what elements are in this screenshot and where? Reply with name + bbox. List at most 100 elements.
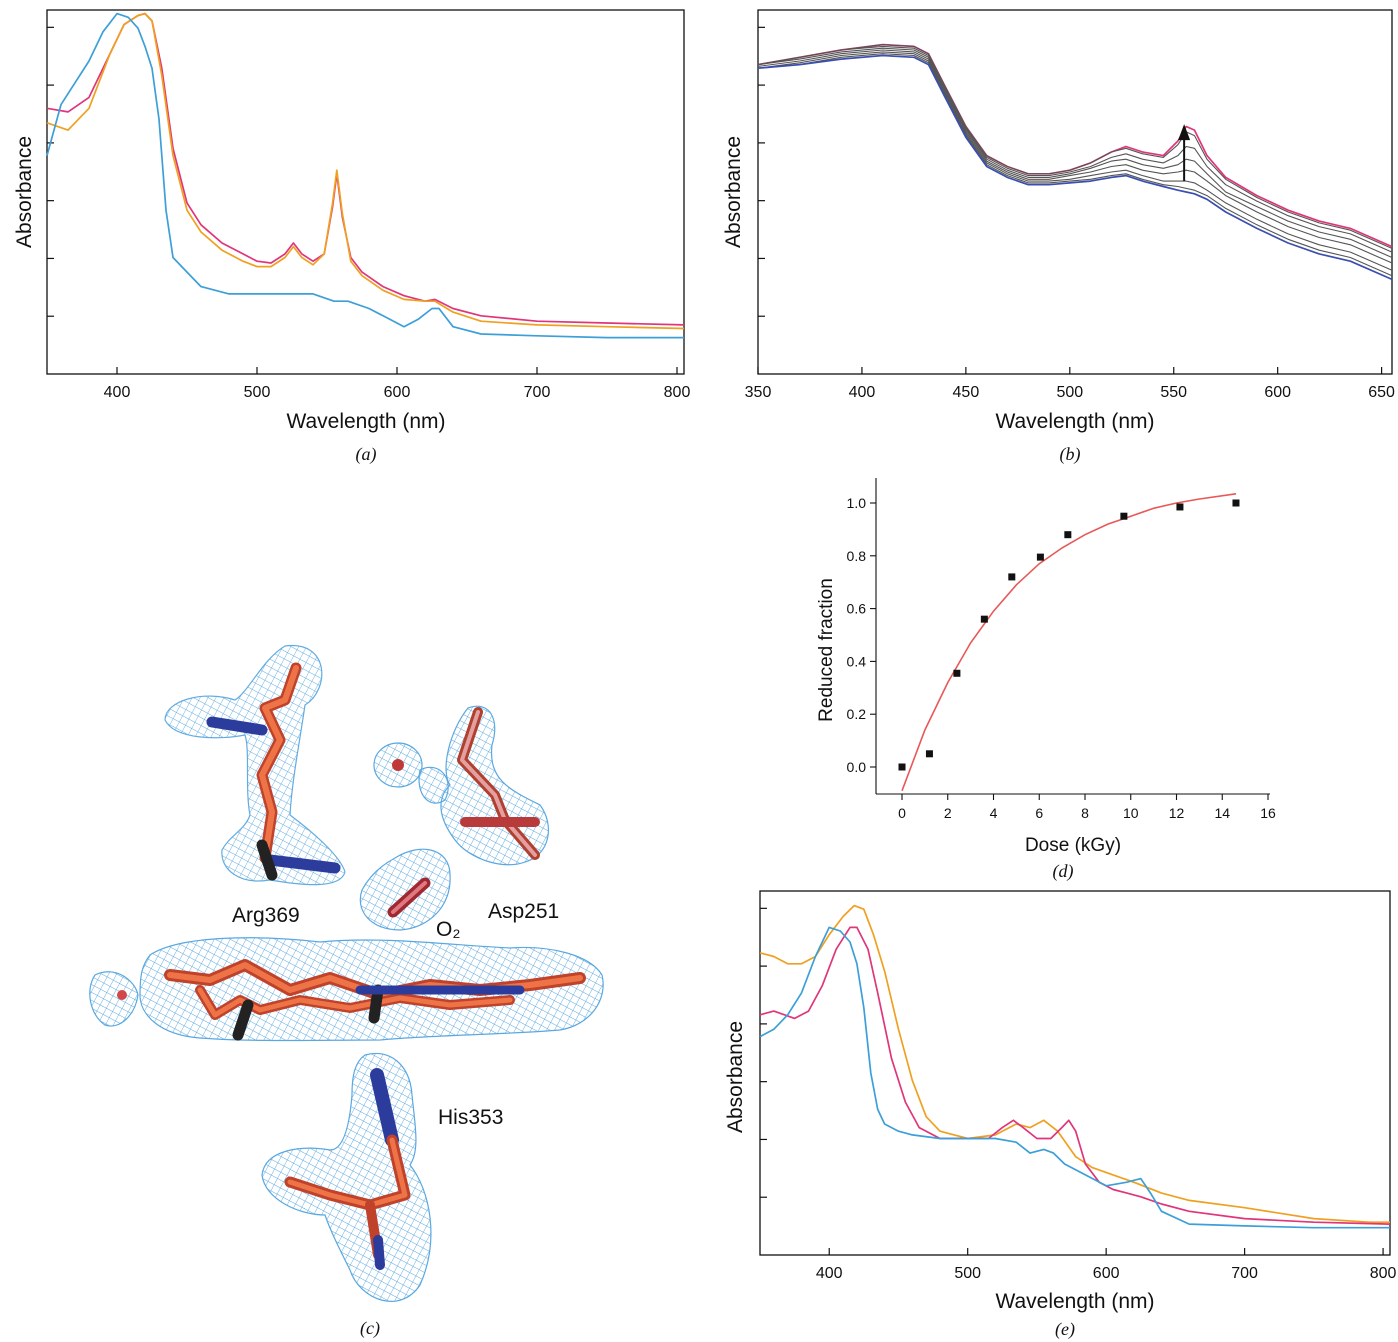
panel-a-y-ticks [47,26,54,317]
x-tick-label: 8 [1081,805,1089,821]
series-line-dark_blue-7 [757,54,1393,281]
fit-line [901,493,1237,792]
panel-b-y-ticks [758,26,765,317]
panel-c-caption: (c) [360,1318,380,1339]
panel-e-chart: 400 500 600 700 800 Wavelength (nm) Absorban… [724,890,1397,1340]
series-line-gray-4 [757,49,1393,264]
series-line-gray-6 [757,53,1393,277]
y-tick-label: 0.6 [847,601,867,617]
x-tick-label: 400 [816,1265,843,1282]
series-line-blue-2 [759,926,1390,1229]
series-line-gray-3 [757,47,1393,259]
panel-b-x-axis-label: Wavelength (nm) [995,410,1154,433]
panel-d-points [898,499,1240,771]
series-line-orange-0 [759,904,1390,1224]
x-tick-label: 600 [384,384,411,401]
x-tick-label: 6 [1035,805,1043,821]
panel-e-y-ticks [760,907,767,1198]
panel-c-structure: Arg369 O₂ Asp251 His353 (c) [89,645,604,1339]
asp251-sticks [457,707,540,860]
x-tick-label: 350 [745,384,772,401]
panel-d-chart: 0.0 0.2 0.4 0.6 0.8 1.0 0 2 4 6 8 10 12 14 16 Dose (k… [816,478,1276,882]
his353-label: His353 [438,1106,503,1129]
heme-sticks [117,959,586,1041]
x-tick-label: 500 [1056,384,1083,401]
x-tick-label: 500 [954,1265,981,1282]
series-line-blue-2 [46,12,684,339]
x-tick-label: 800 [664,384,691,401]
series-line-pink-0 [757,43,1393,248]
panel-d-y-ticks: 0.0 0.2 0.4 0.6 0.8 1.0 [847,495,876,775]
panel-b-y-axis-label: Absorbance [722,136,745,248]
arg369-density-mesh [164,645,346,886]
panel-d-x-axis-label: Dose (kGy) [1025,835,1121,856]
y-tick-label: 0.2 [847,706,867,722]
his353-sticks [284,1068,411,1270]
x-tick-label: 600 [1264,384,1291,401]
asp251-label: Asp251 [488,900,559,923]
o2-density-mesh [359,848,451,931]
x-tick-label: 450 [953,384,980,401]
data-point [1064,531,1072,539]
x-tick-label: 14 [1214,805,1230,821]
panel-b-caption: (b) [1060,444,1081,465]
data-point [898,763,906,771]
x-tick-label: 0 [898,805,906,821]
panel-e-x-ticks: 400 500 600 700 800 [816,1248,1397,1282]
arg369-label: Arg369 [232,904,300,927]
x-tick-label: 10 [1123,805,1139,821]
data-point [980,615,988,623]
y-tick-label: 0.4 [847,653,867,669]
x-tick-label: 700 [1231,1265,1258,1282]
x-tick-label: 550 [1160,384,1187,401]
x-tick-label: 650 [1368,384,1395,401]
panel-a-caption: (a) [356,444,377,465]
panel-a-plot-frame [46,9,685,375]
panel-e-y-axis-label: Absorbance [724,1021,747,1133]
x-tick-label: 700 [524,384,551,401]
series-line-gray-5 [757,51,1393,271]
panel-a-series [46,12,685,339]
x-tick-label: 400 [849,384,876,401]
panel-d-fit-curve [901,493,1237,792]
data-point [1008,573,1016,581]
x-tick-label: 2 [944,805,952,821]
data-point [925,750,933,758]
series-line-gray-2 [757,45,1393,253]
panel-d-x-ticks: 0 2 4 6 8 10 12 14 16 [898,794,1276,821]
arg369-sticks [206,662,341,881]
panel-b-series [757,43,1393,281]
x-tick-label: 400 [104,384,131,401]
panel-d-y-axis-label: Reduced fraction [816,578,837,722]
data-point [1176,503,1184,511]
panel-b-plot-frame [757,9,1393,375]
panel-a-chart: 400 500 600 700 800 Wavelength (nm) Absorban… [13,9,691,465]
x-tick-label: 4 [990,805,998,821]
data-point [1036,553,1044,561]
panel-a-x-axis-label: Wavelength (nm) [286,410,445,433]
x-tick-label: 16 [1260,805,1276,821]
panel-b-chart: 350 400 450 500 550 600 650 Wavelength (nm) Ab… [722,9,1395,465]
water-sphere [392,759,404,771]
arrow-head [1178,124,1191,141]
y-tick-label: 0.0 [847,759,867,775]
o2-sticks [387,877,431,918]
panel-a-y-axis-label: Absorbance [13,136,36,248]
data-point [1232,499,1240,507]
x-tick-label: 800 [1370,1265,1397,1282]
series-line-orange-1 [46,12,685,330]
panel-b-increase-arrow [1178,124,1191,182]
series-line-pink-1 [759,926,1391,1225]
y-tick-label: 1.0 [847,495,867,511]
y-tick-label: 0.8 [847,548,867,564]
panel-e-plot-frame [759,890,1391,1256]
panel-e-caption: (e) [1055,1319,1075,1340]
x-tick-label: 600 [1093,1265,1120,1282]
panel-d-caption: (d) [1053,861,1074,882]
data-point [1120,512,1128,520]
panel-a-x-ticks: 400 500 600 700 800 [104,367,691,401]
o2-label: O₂ [436,918,461,941]
series-line-gray-1 [757,44,1393,249]
data-point [953,669,961,677]
